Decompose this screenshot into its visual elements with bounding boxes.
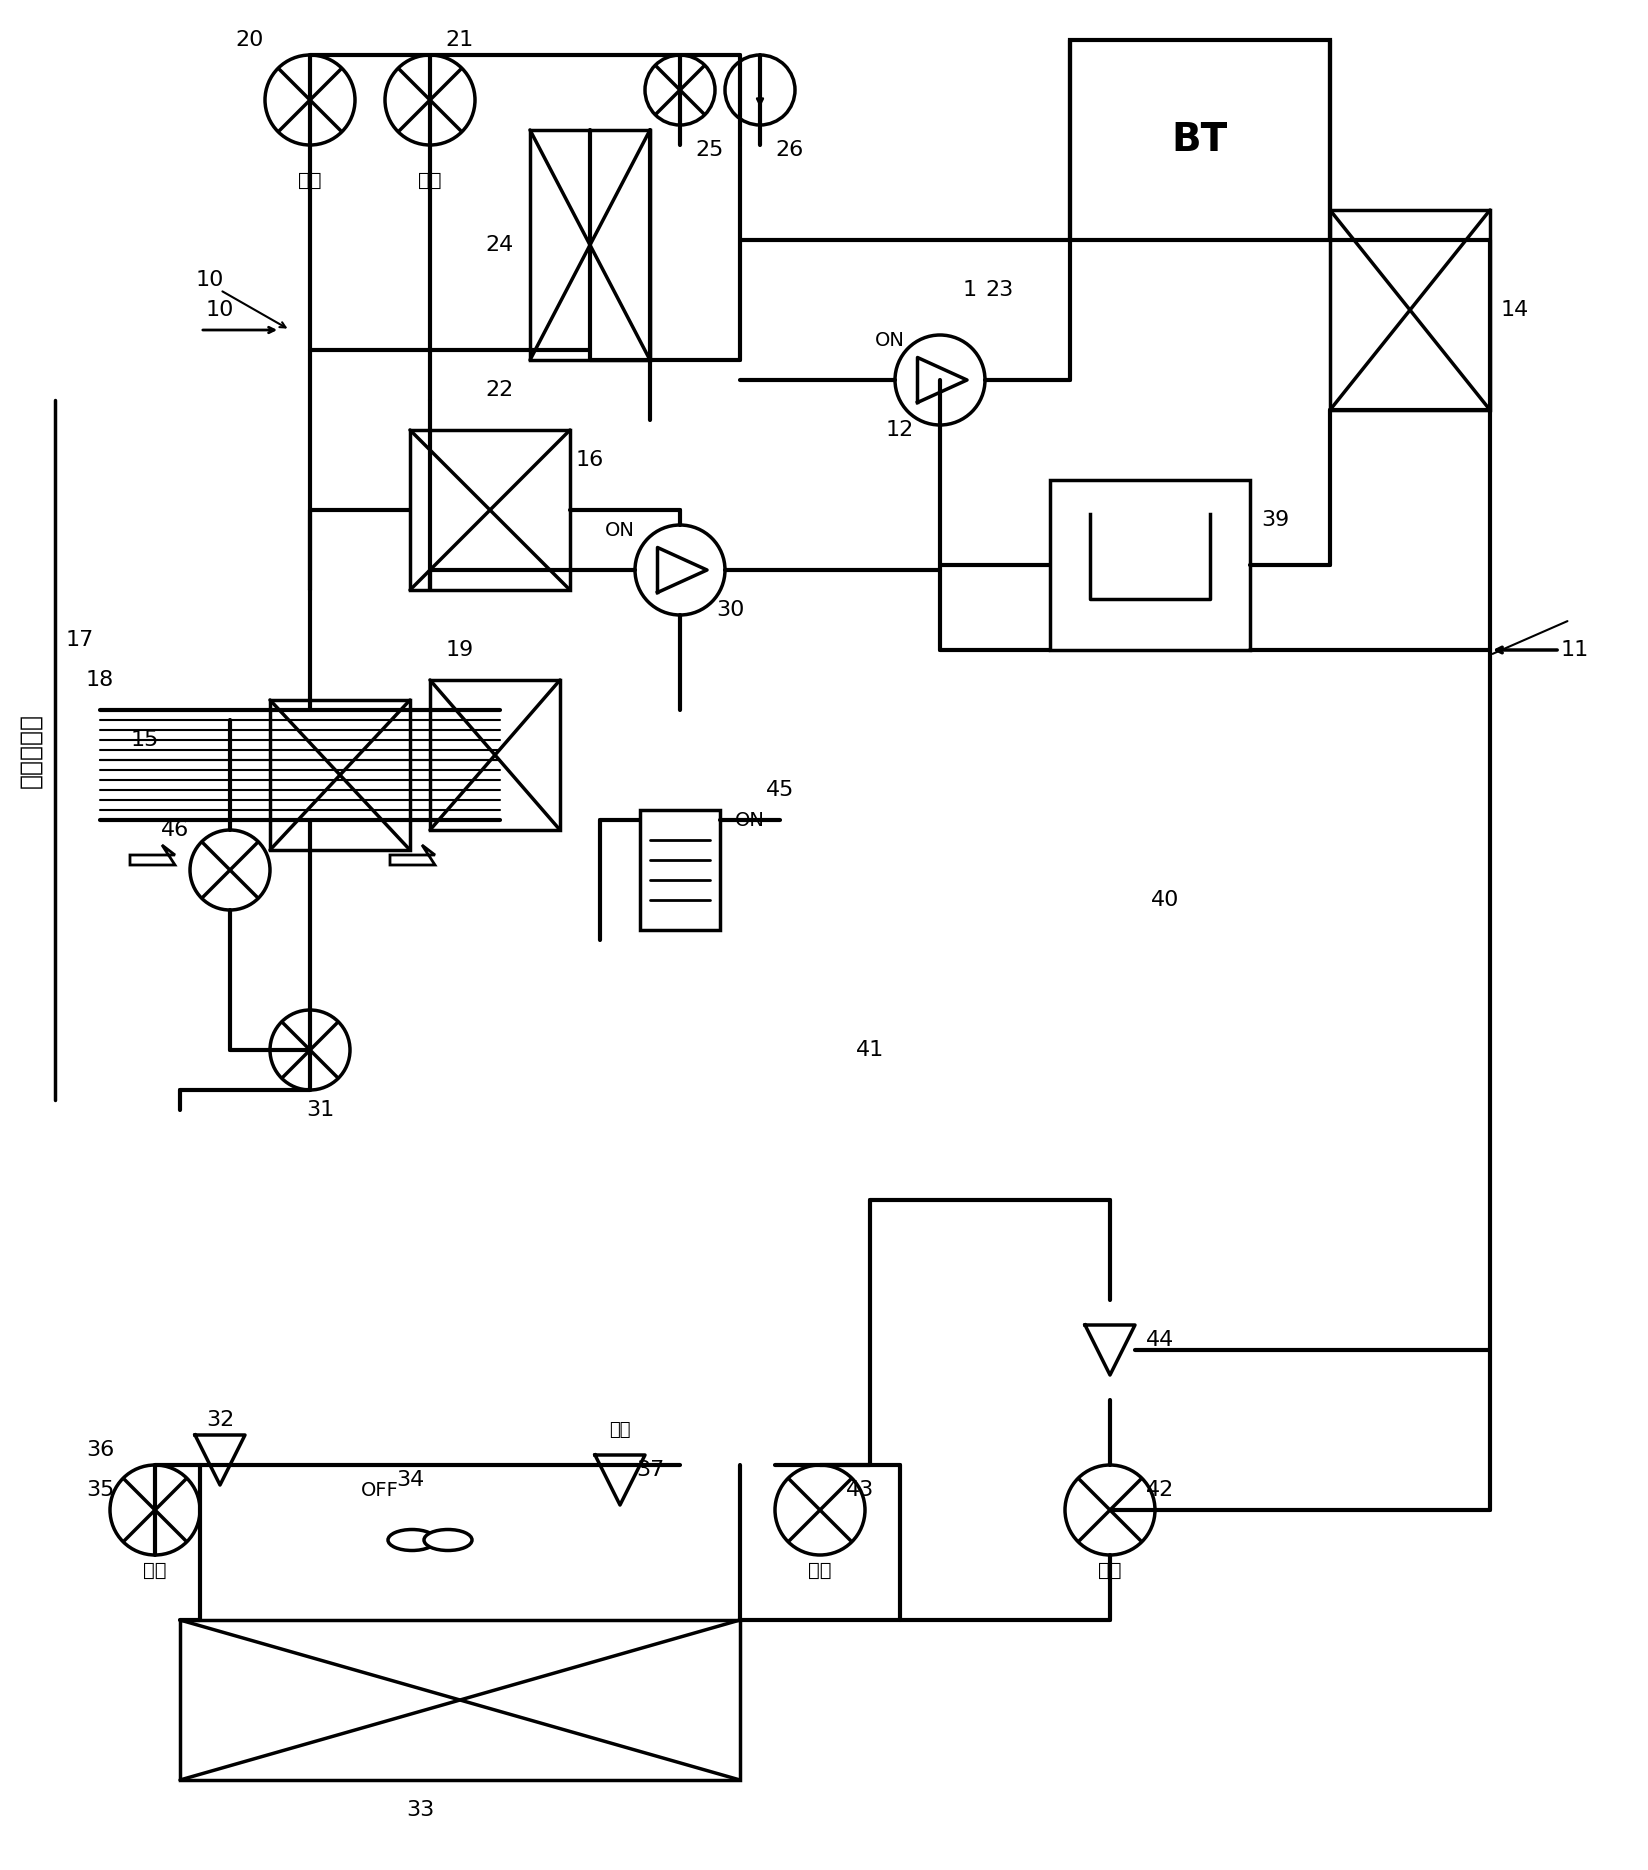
Text: 10: 10 (206, 299, 234, 320)
Bar (1330, 209, 1490, 410)
Circle shape (644, 54, 715, 125)
Text: 17: 17 (66, 630, 94, 651)
Text: 26: 26 (776, 140, 804, 161)
Text: 16: 16 (575, 451, 605, 469)
Text: 打开: 打开 (143, 1560, 166, 1580)
Text: 11: 11 (1561, 640, 1589, 660)
Text: 关闭: 关闭 (419, 170, 442, 189)
Text: 21: 21 (447, 30, 475, 50)
Circle shape (725, 54, 794, 125)
Circle shape (775, 1464, 865, 1556)
Text: 关闭: 关闭 (298, 170, 321, 189)
Text: 33: 33 (405, 1801, 433, 1820)
Text: 10: 10 (196, 269, 224, 290)
Text: 30: 30 (715, 600, 745, 621)
Text: BT: BT (1172, 122, 1228, 159)
Text: 关闭: 关闭 (610, 1421, 631, 1440)
Circle shape (895, 335, 986, 424)
Text: 14: 14 (1501, 299, 1529, 320)
Polygon shape (130, 845, 175, 866)
Text: 24: 24 (486, 236, 514, 254)
Bar (410, 430, 570, 591)
Circle shape (386, 54, 475, 146)
Bar (1050, 481, 1249, 651)
Text: ON: ON (875, 331, 905, 350)
Text: 在冬季预热: 在冬季预热 (18, 712, 41, 787)
Text: 42: 42 (1145, 1479, 1173, 1500)
Text: 15: 15 (130, 729, 160, 750)
Text: 34: 34 (396, 1470, 424, 1490)
Bar (430, 681, 560, 830)
Bar (180, 1619, 740, 1780)
Text: 20: 20 (236, 30, 264, 50)
Text: 37: 37 (636, 1460, 664, 1479)
Text: ON: ON (735, 810, 765, 830)
Text: 40: 40 (1150, 890, 1180, 911)
Circle shape (190, 830, 270, 911)
Bar (531, 131, 649, 361)
Text: 31: 31 (307, 1100, 335, 1120)
Bar (270, 699, 410, 851)
Text: 22: 22 (486, 380, 514, 400)
Circle shape (634, 525, 725, 615)
Polygon shape (391, 845, 435, 866)
Text: 45: 45 (766, 780, 794, 800)
Text: 35: 35 (86, 1479, 114, 1500)
Text: 39: 39 (1261, 511, 1289, 529)
Text: 12: 12 (887, 421, 915, 439)
Text: 36: 36 (86, 1440, 114, 1460)
Text: 18: 18 (86, 669, 114, 690)
Text: 1: 1 (962, 280, 977, 299)
Text: 23: 23 (986, 280, 1014, 299)
Text: 打开: 打开 (1098, 1560, 1122, 1580)
Ellipse shape (387, 1530, 437, 1550)
Text: OFF: OFF (361, 1481, 399, 1500)
Circle shape (265, 54, 354, 146)
Ellipse shape (424, 1530, 471, 1550)
Text: 32: 32 (206, 1410, 234, 1431)
Text: 41: 41 (855, 1040, 883, 1060)
Text: 关闭: 关闭 (808, 1560, 832, 1580)
Text: 19: 19 (447, 640, 475, 660)
Text: 44: 44 (1145, 1330, 1173, 1350)
Bar (1070, 39, 1330, 239)
Text: 25: 25 (695, 140, 723, 161)
Bar (639, 810, 720, 929)
Text: 46: 46 (162, 821, 190, 840)
Text: 43: 43 (845, 1479, 873, 1500)
Circle shape (110, 1464, 199, 1556)
Circle shape (1065, 1464, 1155, 1556)
Circle shape (270, 1010, 349, 1090)
Text: ON: ON (605, 520, 634, 540)
